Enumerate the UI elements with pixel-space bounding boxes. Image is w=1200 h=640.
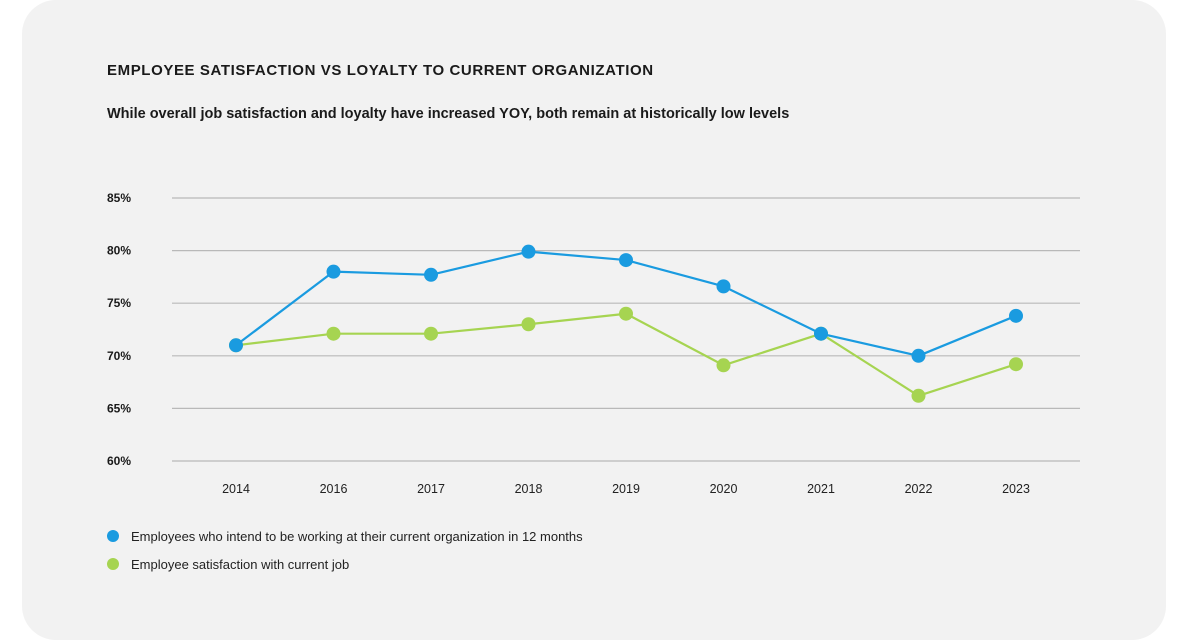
x-tick-label: 2016 [320, 482, 348, 496]
x-axis-ticks: 2014 2016 2017 2018 2019 2020 2021 2022 2023 [222, 482, 1030, 496]
chart-legend: Employees who intend to be working at th… [107, 526, 583, 582]
y-axis-ticks: 85% 80% 75% 70% 65% 60% [107, 191, 131, 468]
x-tick-label: 2019 [612, 482, 640, 496]
data-point [716, 358, 731, 373]
series-line [235, 312, 1017, 397]
data-point [326, 326, 341, 341]
legend-item-loyalty: Employees who intend to be working at th… [107, 526, 583, 546]
chart-title: EMPLOYEE SATISFACTION VS LOYALTY TO CURR… [107, 62, 654, 79]
chart-subtitle: While overall job satisfaction and loyal… [107, 106, 790, 122]
data-point [911, 388, 926, 403]
data-point [619, 253, 633, 268]
x-tick-label: 2017 [417, 482, 445, 496]
legend-label-satisfaction: Employee satisfaction with current job [131, 556, 350, 572]
data-point [1009, 357, 1023, 372]
data-point [814, 326, 828, 341]
chart-card [22, 0, 1166, 640]
series-loyalty [229, 244, 1023, 363]
x-tick-label: 2022 [905, 482, 933, 496]
x-tick-label: 2021 [807, 482, 835, 496]
data-point [424, 267, 438, 282]
data-point [1009, 308, 1023, 323]
legend-swatch-satisfaction [107, 558, 119, 570]
y-tick-label: 60% [107, 454, 131, 468]
data-point [521, 317, 536, 332]
y-tick-label: 75% [107, 296, 131, 310]
legend-swatch-loyalty [107, 530, 119, 542]
legend-item-satisfaction: Employee satisfaction with current job [107, 554, 583, 574]
series-satisfaction [229, 306, 1023, 403]
data-point [619, 306, 633, 321]
gridlines [172, 197, 1080, 462]
data-point [521, 244, 536, 259]
x-tick-label: 2018 [515, 482, 543, 496]
y-tick-label: 70% [107, 349, 131, 363]
series-layer [229, 244, 1023, 403]
y-tick-label: 85% [107, 191, 131, 205]
x-tick-label: 2020 [710, 482, 738, 496]
data-point [424, 326, 438, 341]
data-point [716, 279, 731, 294]
y-tick-label: 80% [107, 244, 131, 258]
data-point [911, 348, 926, 363]
data-point [229, 338, 243, 353]
x-tick-label: 2023 [1002, 482, 1030, 496]
x-tick-label: 2014 [222, 482, 250, 496]
y-tick-label: 65% [107, 401, 131, 415]
legend-label-loyalty: Employees who intend to be working at th… [131, 528, 583, 544]
data-point [326, 264, 341, 279]
